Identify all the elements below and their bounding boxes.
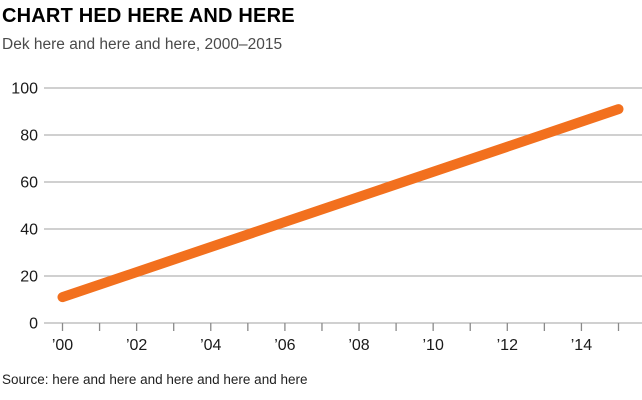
x-axis-label: ’00 [52, 337, 73, 354]
y-axis-label: 60 [20, 175, 38, 192]
data-line [57, 104, 624, 303]
x-axis-label: ’02 [126, 337, 147, 354]
x-axis-label: ’04 [200, 337, 221, 354]
chart-source: Source: here and here and here and here … [2, 372, 308, 387]
chart-title: CHART HED HERE AND HERE [2, 5, 295, 27]
x-axis-label: ’12 [497, 337, 518, 354]
y-axis-label: 100 [11, 81, 38, 98]
x-axis-label: ’06 [274, 337, 295, 354]
y-axis-label: 80 [20, 128, 38, 145]
y-axis-label: 0 [29, 316, 38, 333]
x-axis-label: ’10 [422, 337, 443, 354]
chart-dek: Dek here and here and here, 2000–2015 [2, 36, 283, 53]
y-axis-label: 40 [20, 222, 38, 239]
y-axis-label: 20 [20, 269, 38, 286]
x-axis-label: ’14 [571, 337, 592, 354]
x-axis-label: ’08 [348, 337, 369, 354]
